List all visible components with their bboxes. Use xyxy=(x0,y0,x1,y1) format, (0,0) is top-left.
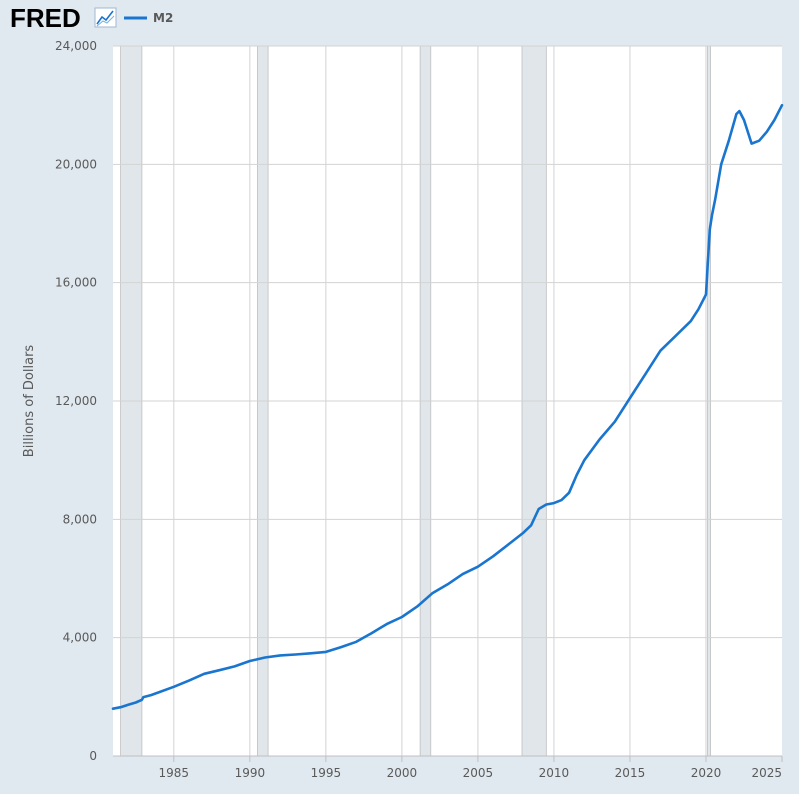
y-axis-label: Billions of Dollars xyxy=(22,345,37,458)
line-chart-icon xyxy=(94,7,117,28)
series-line-m2 xyxy=(111,103,784,711)
y-tick-label: 0 xyxy=(89,749,97,763)
gridlines xyxy=(113,45,782,756)
y-tick-label: 20,000 xyxy=(55,157,97,171)
legend-label-m2: M2 xyxy=(153,11,173,25)
x-axis-ticks: 1985 1990 1995 2000 2005 2010 2015 2020 2025 xyxy=(159,756,783,780)
y-axis-ticks: 0 4,000 8,000 12,000 16,000 20,000 24,000 xyxy=(55,39,97,763)
y-tick-label: 8,000 xyxy=(63,512,97,526)
x-tick-label: 2000 xyxy=(387,766,418,780)
x-tick-label: 2015 xyxy=(615,766,646,780)
x-tick-label: 1995 xyxy=(311,766,342,780)
x-tick-label: 1990 xyxy=(235,766,266,780)
x-tick-label: 2025 xyxy=(751,766,782,780)
y-tick-label: 4,000 xyxy=(63,631,97,645)
brand-logo[interactable]: FRED xyxy=(10,3,117,33)
brand-text: FRED xyxy=(10,3,81,33)
y-tick-label: 16,000 xyxy=(55,276,97,290)
series-layer xyxy=(111,103,784,711)
x-tick-label: 2020 xyxy=(691,766,722,780)
y-tick-label: 24,000 xyxy=(55,39,97,53)
y-tick-label: 12,000 xyxy=(55,394,97,408)
x-tick-label: 2005 xyxy=(463,766,494,780)
x-tick-label: 1985 xyxy=(159,766,190,780)
legend: M2 xyxy=(124,11,173,25)
x-tick-label: 2010 xyxy=(539,766,570,780)
